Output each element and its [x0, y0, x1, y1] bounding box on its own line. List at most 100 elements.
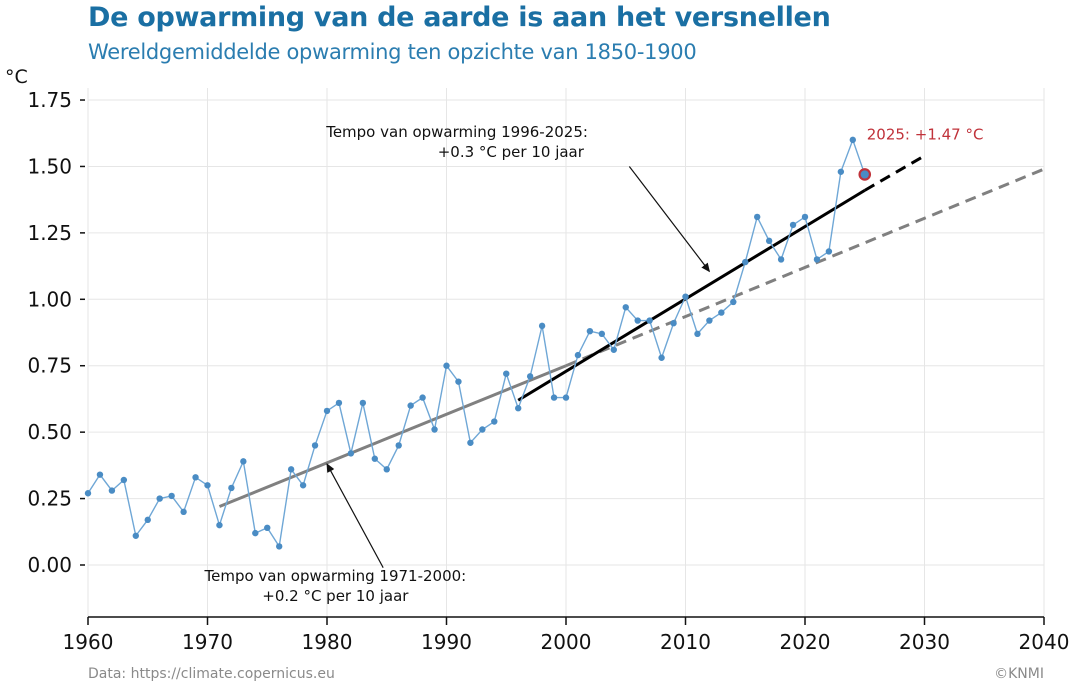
- data-point: [240, 458, 247, 465]
- data-point: [813, 256, 821, 263]
- data-point: [287, 466, 295, 473]
- data-point: [479, 426, 486, 433]
- y-tick-label: 0.25: [27, 487, 72, 511]
- data-point: [837, 168, 845, 175]
- data-point: [84, 490, 92, 497]
- annotation-arrow: [326, 463, 384, 568]
- data-point: [264, 524, 271, 532]
- data-point: [825, 248, 833, 255]
- series-line: [87, 137, 866, 549]
- data-point: [108, 487, 116, 494]
- chart-subtitle: Wereldgemiddelde opwarming ten opzichte …: [88, 40, 697, 64]
- data-point: [777, 256, 785, 263]
- data-point: [383, 466, 390, 473]
- data-point: [538, 322, 546, 330]
- data-point: [503, 370, 510, 377]
- data-point: [311, 442, 319, 449]
- data-point: [610, 346, 617, 353]
- data-point: [849, 136, 856, 144]
- data-point: [550, 394, 558, 401]
- data-point: [754, 213, 761, 221]
- data-point: [431, 426, 438, 433]
- x-tick-label: 1970: [182, 630, 233, 654]
- x-tick-label: 2030: [899, 630, 950, 654]
- data-point: [192, 474, 199, 481]
- data-point: [718, 309, 725, 316]
- y-tick-label: 1.00: [27, 287, 72, 311]
- trend-line-dashed: [565, 167, 1045, 368]
- data-point: [96, 471, 104, 478]
- x-tick-label: 2040: [1019, 630, 1070, 654]
- data-point: [622, 304, 629, 311]
- data-point: [730, 298, 737, 306]
- axes: 1960 1970 1980 1990 2000 2010 2020 2030 2040 0.00…: [27, 88, 1069, 654]
- x-tick-label: 1960: [63, 630, 114, 654]
- data-point: [765, 237, 773, 245]
- annotation-arrow: [628, 166, 711, 273]
- data-point: [682, 293, 689, 300]
- grid-lines: [87, 88, 1045, 617]
- x-tick-label: 2000: [541, 630, 592, 654]
- data-point: [407, 402, 414, 409]
- x-tick-label: 2010: [660, 630, 711, 654]
- data-point: [144, 516, 151, 524]
- data-point: [801, 213, 809, 221]
- data-point: [216, 521, 223, 529]
- trend-line-dashed: [863, 154, 926, 192]
- data-point: [252, 529, 259, 537]
- y-tick-label: 0.75: [27, 354, 72, 378]
- trend-line-solid: [218, 364, 567, 508]
- data-point: [742, 258, 749, 266]
- y-tick-label: 1.75: [27, 88, 72, 112]
- data-point: [299, 482, 307, 489]
- x-tick-label: 2020: [780, 630, 831, 654]
- data-point: [156, 495, 163, 502]
- data-point: [706, 317, 713, 324]
- data-point: [515, 405, 522, 412]
- data-point: [443, 362, 450, 369]
- data-point: [694, 330, 701, 338]
- data-point: [371, 455, 378, 462]
- annotations: 2025: +1.47 °C Tempo van opwarming 1996-2…: [204, 123, 984, 605]
- annotation-text: +0.2 °C per 10 jaar: [262, 587, 409, 605]
- data-point: [455, 378, 462, 385]
- data-point: [204, 482, 211, 489]
- data-point: [228, 484, 235, 492]
- y-tick-label: 0.50: [27, 420, 72, 444]
- data-point: [526, 373, 534, 380]
- highlight-label: 2025: +1.47 °C: [867, 126, 984, 144]
- copyright-credit: ©KNMI: [994, 666, 1044, 682]
- data-series: [84, 136, 872, 550]
- data-point: [276, 543, 283, 550]
- data-point: [789, 221, 797, 229]
- y-tick-label: 0.00: [27, 553, 72, 577]
- annotation-text: Tempo van opwarming 1996-2025:: [325, 123, 588, 141]
- data-point: [670, 320, 677, 327]
- data-source-note: Data: https://climate.copernicus.eu: [88, 666, 335, 682]
- data-point: [658, 354, 665, 361]
- data-point: [467, 439, 474, 446]
- y-tick-label: 1.50: [27, 154, 72, 178]
- data-point: [180, 508, 187, 516]
- data-point: [132, 532, 139, 539]
- data-point: [598, 330, 606, 338]
- y-axis-unit-label: °C: [5, 66, 28, 88]
- data-point: [562, 394, 570, 401]
- data-point: [491, 418, 498, 425]
- trend-lines: [218, 154, 1045, 508]
- data-point: [586, 327, 594, 335]
- data-point: [419, 394, 426, 401]
- data-point: [574, 351, 582, 359]
- data-point: [347, 450, 355, 457]
- annotation-text: +0.3 °C per 10 jaar: [438, 143, 585, 161]
- data-point: [168, 492, 175, 500]
- data-point: [323, 407, 331, 415]
- data-point: [335, 399, 343, 407]
- data-point: [395, 442, 402, 449]
- data-point: [359, 399, 367, 407]
- x-tick-label: 1980: [302, 630, 353, 654]
- trend-line-solid: [517, 189, 866, 402]
- y-tick-label: 1.25: [27, 221, 72, 245]
- annotation-text: Tempo van opwarming 1971-2000:: [204, 567, 467, 585]
